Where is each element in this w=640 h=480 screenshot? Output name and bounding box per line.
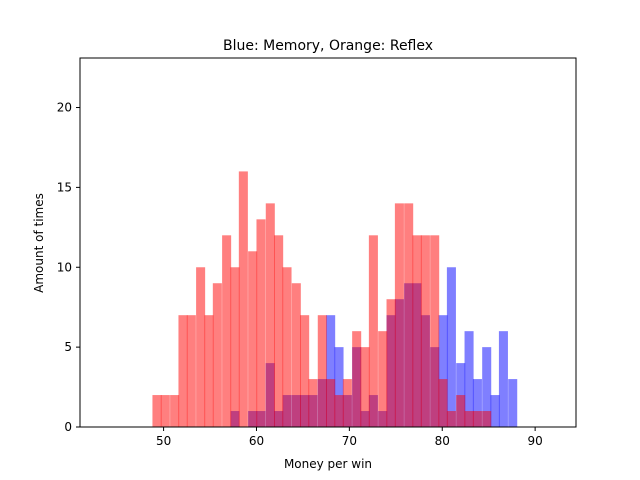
x-tick-label: 80 [435,434,450,448]
bar-series1-35 [456,395,466,427]
bar-series0-31 [508,379,518,427]
bar-series1-22 [342,379,352,427]
bar-series1-16 [291,283,301,427]
bar-series0-10 [326,315,336,427]
bar-series1-17 [300,315,310,427]
bar-series1-8 [222,235,232,427]
bar-series0-24 [446,267,456,427]
x-axis-label: Money per win [284,457,372,471]
bar-series1-28 [394,203,404,427]
bar-series1-27 [386,299,396,427]
bar-series1-38 [482,411,492,427]
bar-series1-34 [446,411,456,427]
bar-series1-29 [404,203,414,427]
y-axis-label: Amount of times [32,193,46,293]
bar-series0-26 [464,331,474,427]
bar-series1-13 [265,203,275,427]
bar-series1-12 [256,219,266,427]
bar-series0-11 [334,347,344,427]
bar-series1-6 [204,315,214,427]
bar-series1-30 [412,235,422,427]
bar-series1-23 [352,331,362,427]
bar-series1-4 [186,315,196,427]
bar-series0-28 [482,347,492,427]
bar-series1-37 [472,411,482,427]
bar-series0-30 [498,331,508,427]
bar-series1-25 [368,235,378,427]
bar-series1-1 [160,395,170,427]
bars-layer [152,171,518,427]
bar-series1-14 [274,235,284,427]
bar-series1-32 [430,235,440,427]
bar-series1-9 [230,267,240,427]
y-tick-label: 0 [64,420,72,434]
bar-series1-0 [152,395,162,427]
bar-series1-3 [178,315,188,427]
bar-series0-27 [472,379,482,427]
bar-series1-18 [308,379,318,427]
bar-series1-20 [326,379,336,427]
bar-series1-19 [317,315,327,427]
bar-series1-26 [378,331,388,427]
y-tick-label: 10 [57,260,72,274]
bar-series1-33 [438,379,448,427]
bar-series1-11 [248,251,258,427]
plot-frame [79,57,577,428]
bar-series1-10 [238,171,248,427]
bar-series1-15 [282,267,292,427]
bar-series1-5 [196,267,206,427]
bar-series0-23 [438,315,448,427]
axes-layer: 50 60 70 80 90 0 5 10 15 20 [57,57,577,448]
bar-series1-2 [170,395,180,427]
y-tick-label: 20 [57,101,72,115]
bar-series1-7 [212,283,222,427]
bar-series1-21 [334,395,344,427]
y-tick-label: 5 [64,340,72,354]
chart-title: Blue: Memory, Orange: Reflex [223,38,433,54]
x-tick-label: 70 [342,434,357,448]
bar-series1-24 [360,347,370,427]
bar-series0-29 [490,395,500,427]
x-tick-label: 50 [156,434,171,448]
y-tick-label: 15 [57,180,72,194]
bar-series1-36 [464,411,474,427]
x-tick-label: 90 [527,434,542,448]
bar-series1-31 [420,235,430,427]
x-tick-label: 60 [249,434,264,448]
